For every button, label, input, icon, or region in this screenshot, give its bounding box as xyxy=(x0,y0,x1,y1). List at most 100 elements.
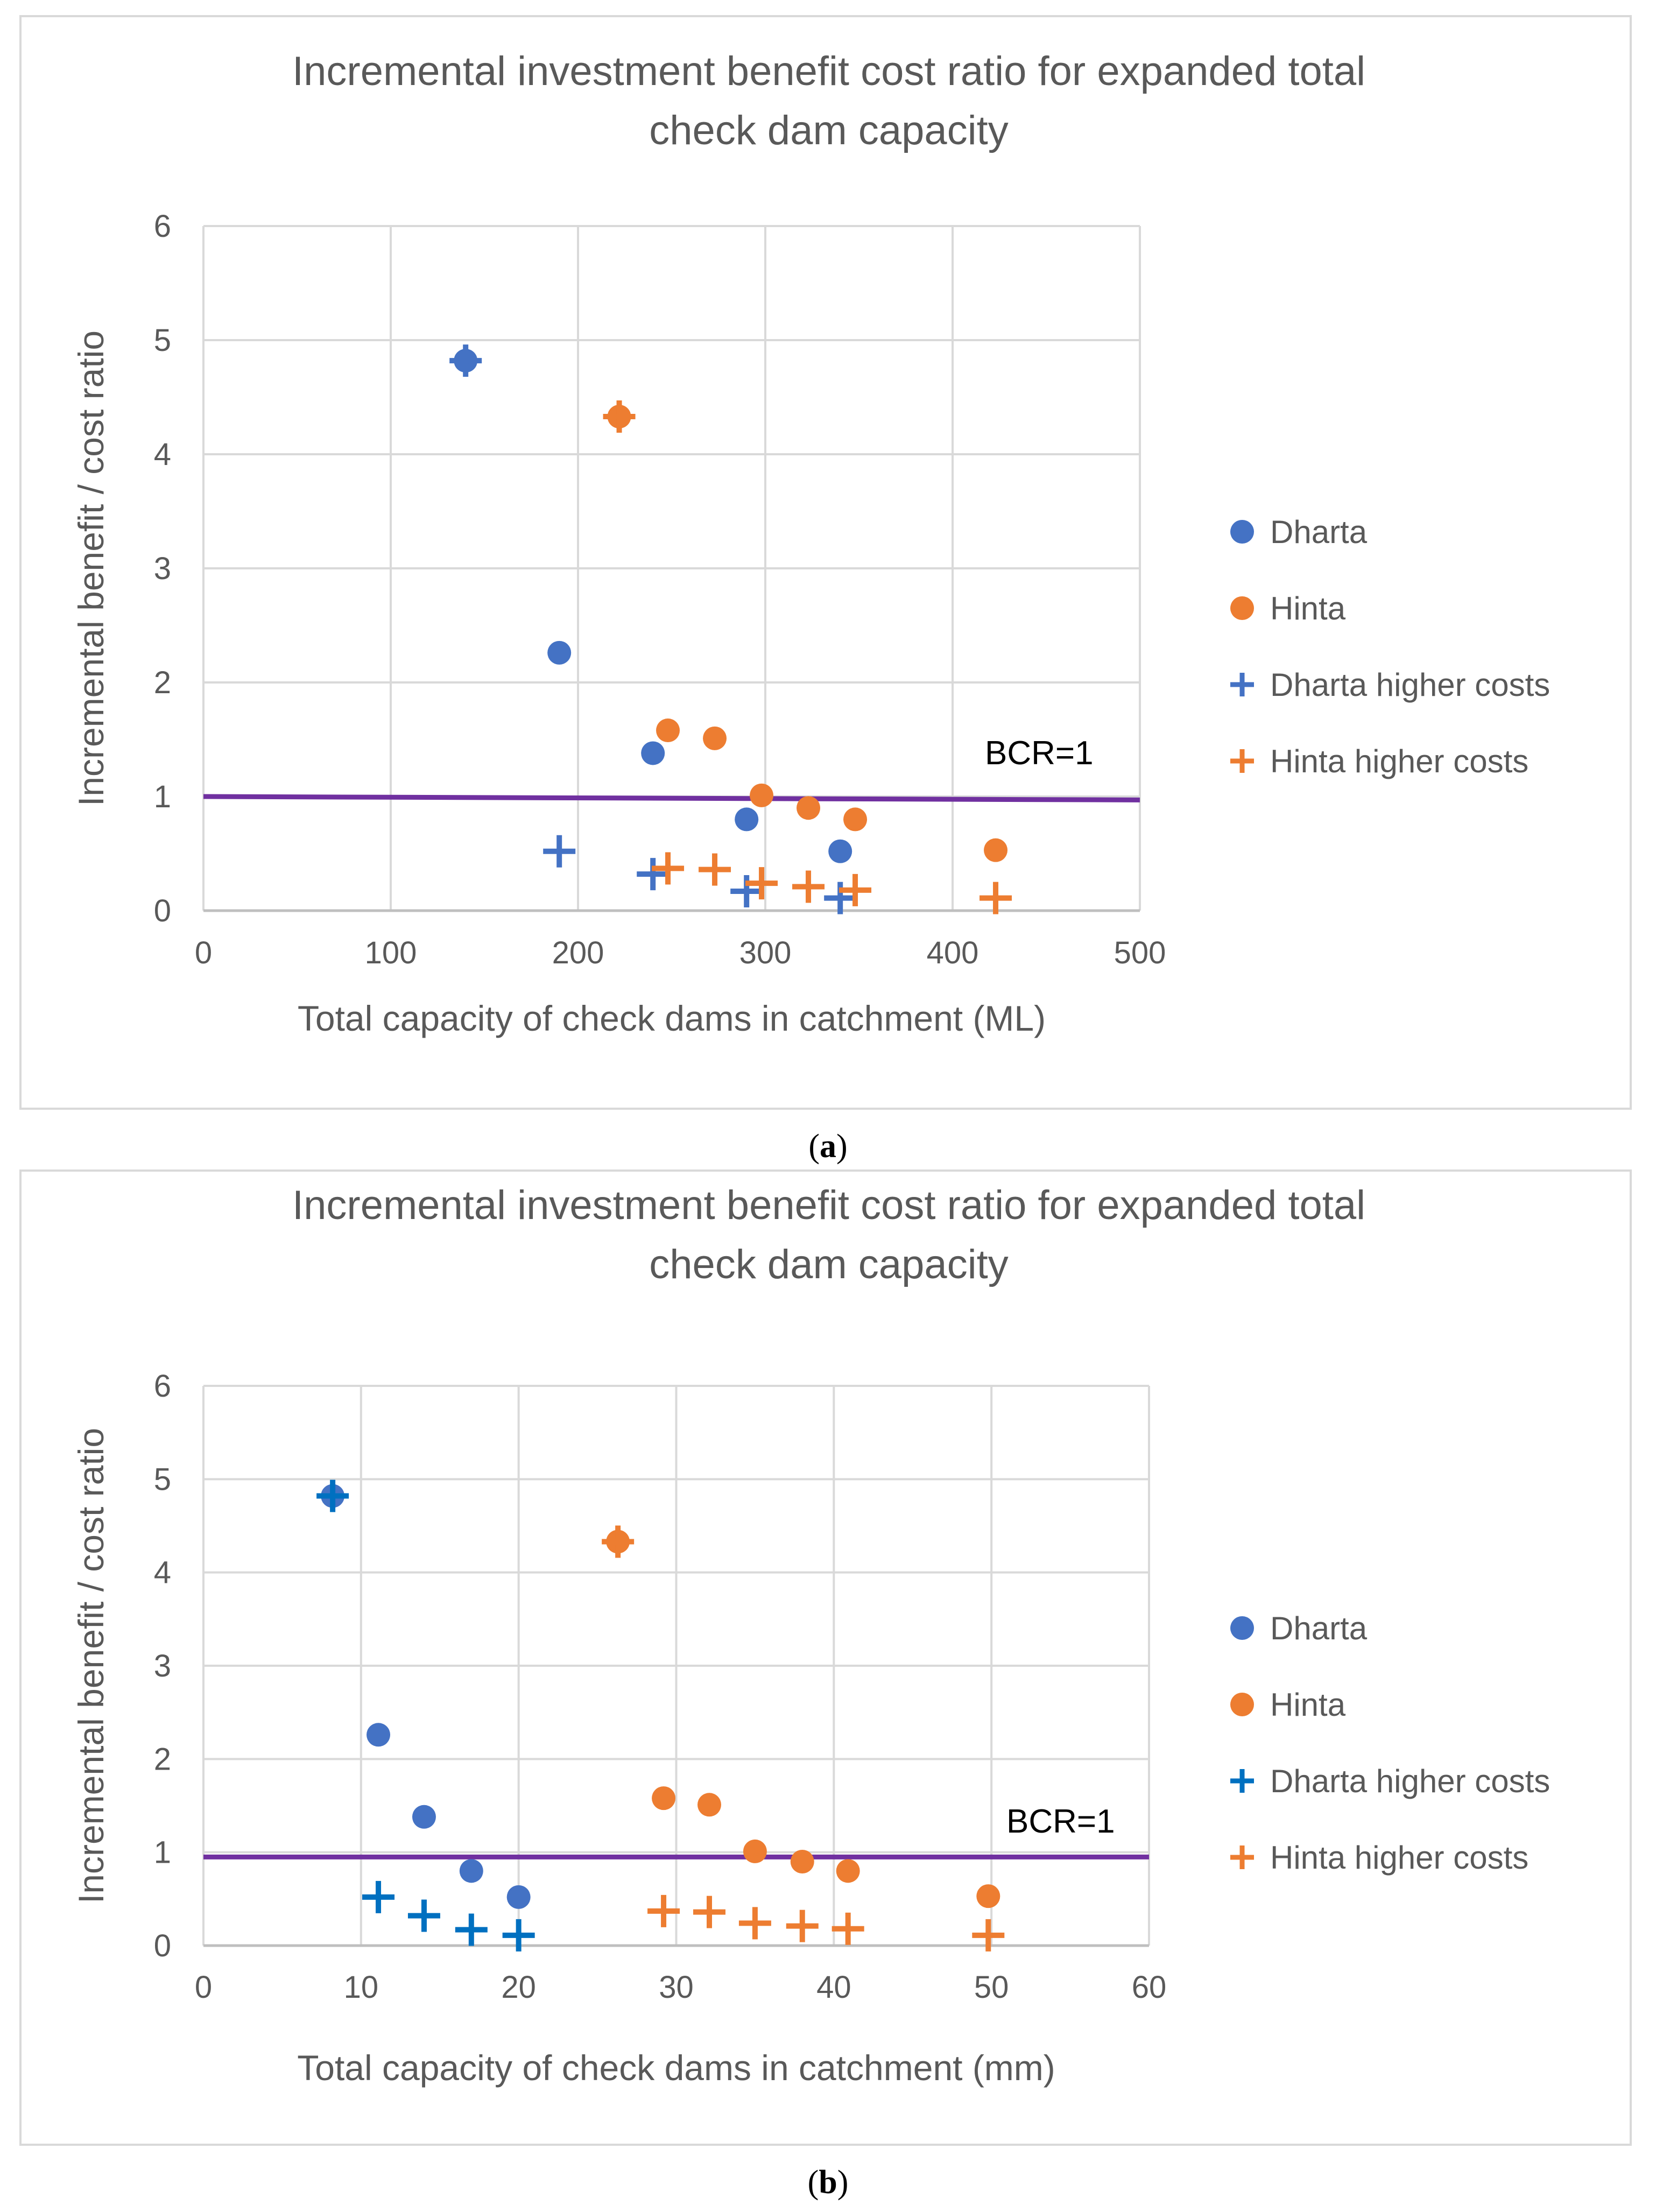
panel-b-x-tick-label: 0 xyxy=(195,1970,212,2005)
panel-a-point-hinta-higher-costs xyxy=(603,400,636,433)
panel-a-x-tick-label: 200 xyxy=(552,935,604,970)
panel-a-point-dharta-higher-costs xyxy=(824,882,857,914)
panel-a-legend-label-dharta: Dharta xyxy=(1270,514,1368,550)
panel-a-legend-marker-hinta xyxy=(1230,596,1254,620)
panel-a-legend-marker-dharta xyxy=(1230,520,1254,544)
panel-b-point-dharta-higher-costs xyxy=(455,1913,488,1946)
panel-b-chart: Incremental investment benefit cost rati… xyxy=(19,1170,1632,2146)
panel-a-chart-title-line: Incremental investment benefit cost rati… xyxy=(292,48,1365,94)
panel-a-bcr-reference-line xyxy=(203,794,1140,802)
panel-b-point-hinta xyxy=(652,1786,676,1811)
panel-b-point-hinta xyxy=(976,1884,1000,1908)
panel-a-bcr-label: BCR=1 xyxy=(985,735,1094,772)
panel-a-point-dharta xyxy=(828,839,852,863)
panel-a-point-dharta-higher-costs xyxy=(730,875,763,907)
panel-a-point-dharta xyxy=(735,807,759,832)
panel-b-point-dharta xyxy=(506,1885,531,1909)
panel-b-x-tick-label: 60 xyxy=(1132,1970,1167,2005)
panel-b-bcr-label: BCR=1 xyxy=(1006,1803,1115,1840)
panel-b-point-dharta-higher-costs xyxy=(502,1919,535,1952)
panel-a-y-tick-label: 6 xyxy=(154,209,171,244)
panel-b-point-hinta-higher-costs xyxy=(831,1912,864,1945)
panel-b-y-tick-label: 3 xyxy=(154,1649,171,1683)
panel-b-x-axis-title: Total capacity of check dams in catchmen… xyxy=(297,2048,1055,2088)
panel-b-point-dharta-higher-costs xyxy=(362,1880,395,1913)
panel-b-legend-marker-dharta-higher-costs xyxy=(1230,1769,1254,1793)
panel-b-point-hinta-higher-costs xyxy=(647,1894,680,1927)
panel-b-legend-marker-hinta-higher-costs xyxy=(1230,1845,1254,1869)
panel-a-y-tick-label: 3 xyxy=(154,551,171,586)
panel-b-point-hinta-higher-costs xyxy=(693,1896,725,1928)
panel-a-y-tick-label: 5 xyxy=(154,323,171,358)
panel-b-y-tick-label: 2 xyxy=(154,1742,171,1777)
panel-b-y-axis-title: Incremental benefit / cost ratio xyxy=(71,1428,111,1904)
panel-b-point-hinta-higher-costs xyxy=(602,1525,635,1558)
panel-b-y-tick-label: 6 xyxy=(154,1369,171,1404)
panel-b-x-tick-label: 50 xyxy=(974,1970,1009,2005)
panel-a-point-hinta xyxy=(797,796,821,820)
panel-a-legend-marker-hinta-higher-costs xyxy=(1230,749,1254,773)
panel-a-chart: Incremental investment benefit cost rati… xyxy=(19,15,1632,1110)
panel-a-point-hinta-higher-costs xyxy=(652,852,685,885)
panel-a-point-hinta xyxy=(703,726,727,750)
panel-a-y-tick-label: 1 xyxy=(154,779,171,814)
panel-b-point-hinta xyxy=(743,1839,767,1863)
panel-a-caption: (a) xyxy=(808,1128,848,1165)
panel-a-point-hinta xyxy=(984,838,1008,862)
panel-a-point-hinta-higher-costs xyxy=(792,870,825,903)
panel-a-legend-label-dharta-higher-costs: Dharta higher costs xyxy=(1270,667,1550,703)
panel-b-y-tick-label: 4 xyxy=(154,1555,171,1590)
panel-b-x-tick-label: 10 xyxy=(344,1970,379,2005)
panel-a-chart-frame xyxy=(19,15,1632,1110)
panel-b-legend-label-hinta-higher-costs: Hinta higher costs xyxy=(1270,1840,1528,1876)
panel-a-legend-label-hinta-higher-costs: Hinta higher costs xyxy=(1270,743,1528,779)
panel-a-x-tick-label: 0 xyxy=(195,935,212,970)
panel-b-x-tick-label: 40 xyxy=(816,1970,851,2005)
panel-b-point-dharta xyxy=(367,1723,391,1747)
panel-b-point-dharta xyxy=(459,1859,483,1883)
panel-b-x-tick-label: 30 xyxy=(659,1970,694,2005)
panel-a-point-hinta-higher-costs xyxy=(699,853,731,886)
panel-b-legend-label-dharta: Dharta xyxy=(1270,1610,1368,1646)
panel-b-x-tick-label: 20 xyxy=(501,1970,536,2005)
panel-b-chart-title-line: check dam capacity xyxy=(649,1242,1008,1287)
panel-b-y-tick-label: 1 xyxy=(154,1835,171,1870)
panel-a-point-hinta-higher-costs xyxy=(839,873,872,906)
panel-b-y-tick-label: 5 xyxy=(154,1462,171,1497)
panel-a-point-hinta xyxy=(656,718,680,743)
panel-b-point-hinta xyxy=(790,1850,814,1873)
panel-a-point-dharta-higher-costs xyxy=(543,835,576,868)
panel-b-caption: (b) xyxy=(807,2164,849,2201)
panel-b-point-hinta-higher-costs xyxy=(738,1907,771,1940)
panel-b-legend-marker-dharta xyxy=(1230,1616,1254,1640)
panel-a-point-hinta-higher-costs xyxy=(745,867,778,900)
panel-a-y-tick-label: 0 xyxy=(154,893,171,928)
panel-a-y-axis-title: Incremental benefit / cost ratio xyxy=(71,330,111,806)
panel-a-legend-marker-dharta-higher-costs xyxy=(1230,673,1254,696)
panel-b-point-dharta-higher-costs xyxy=(316,1480,349,1512)
panel-b-chart-title-line: Incremental investment benefit cost rati… xyxy=(292,1182,1365,1228)
panel-a-x-tick-label: 100 xyxy=(365,935,417,970)
panel-b-legend-label-hinta: Hinta xyxy=(1270,1687,1346,1723)
panel-a-x-tick-label: 500 xyxy=(1114,935,1166,970)
panel-a-point-dharta xyxy=(547,640,572,665)
panel-b-point-hinta xyxy=(697,1793,721,1817)
panel-b-chart-frame xyxy=(19,1170,1632,2146)
panel-b-point-hinta-higher-costs xyxy=(786,1910,819,1942)
panel-b-point-dharta-higher-costs xyxy=(407,1899,440,1932)
panel-a-y-tick-label: 4 xyxy=(154,437,171,472)
panel-b-legend-label-dharta-higher-costs: Dharta higher costs xyxy=(1270,1763,1550,1799)
panel-a-point-dharta xyxy=(641,741,665,765)
panel-b-y-tick-label: 0 xyxy=(154,1928,171,1963)
panel-b-point-dharta xyxy=(412,1805,436,1829)
panel-a-point-hinta xyxy=(750,783,774,807)
panel-b-legend-marker-hinta xyxy=(1230,1693,1254,1716)
panel-a-x-tick-label: 300 xyxy=(739,935,792,970)
panel-a-point-dharta-higher-costs xyxy=(449,344,482,377)
panel-a-y-tick-label: 2 xyxy=(154,665,171,700)
panel-b-point-hinta xyxy=(836,1859,860,1883)
panel-a-chart-title-line: check dam capacity xyxy=(649,108,1008,153)
panel-a-point-hinta xyxy=(843,807,868,832)
panel-a-x-axis-title: Total capacity of check dams in catchmen… xyxy=(298,998,1046,1038)
